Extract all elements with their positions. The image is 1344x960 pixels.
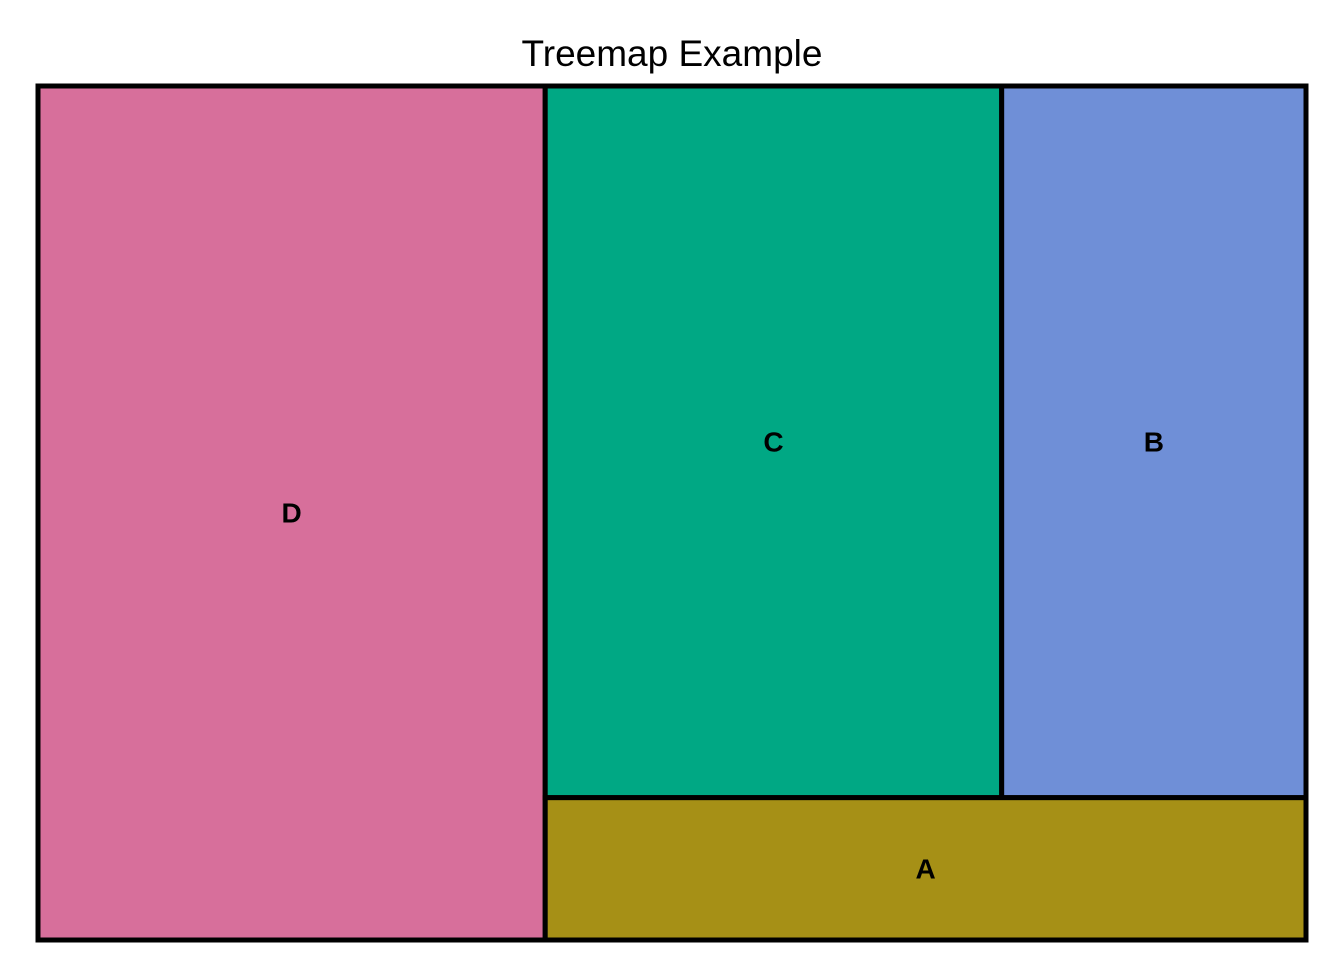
treemap-cells	[35, 83, 1309, 943]
treemap-cell-b	[999, 83, 1309, 801]
treemap-label-b: B	[1144, 426, 1164, 457]
treemap-label-c: C	[763, 426, 783, 457]
chart-title: Treemap Example	[522, 33, 823, 74]
treemap-label-a: A	[915, 853, 935, 884]
treemap-label-d: D	[281, 498, 301, 529]
treemap-cell-c	[542, 83, 1005, 801]
treemap-cell-d	[35, 83, 548, 943]
treemap-cell-a	[542, 795, 1309, 943]
treemap-labels: D C B A	[281, 426, 1163, 884]
